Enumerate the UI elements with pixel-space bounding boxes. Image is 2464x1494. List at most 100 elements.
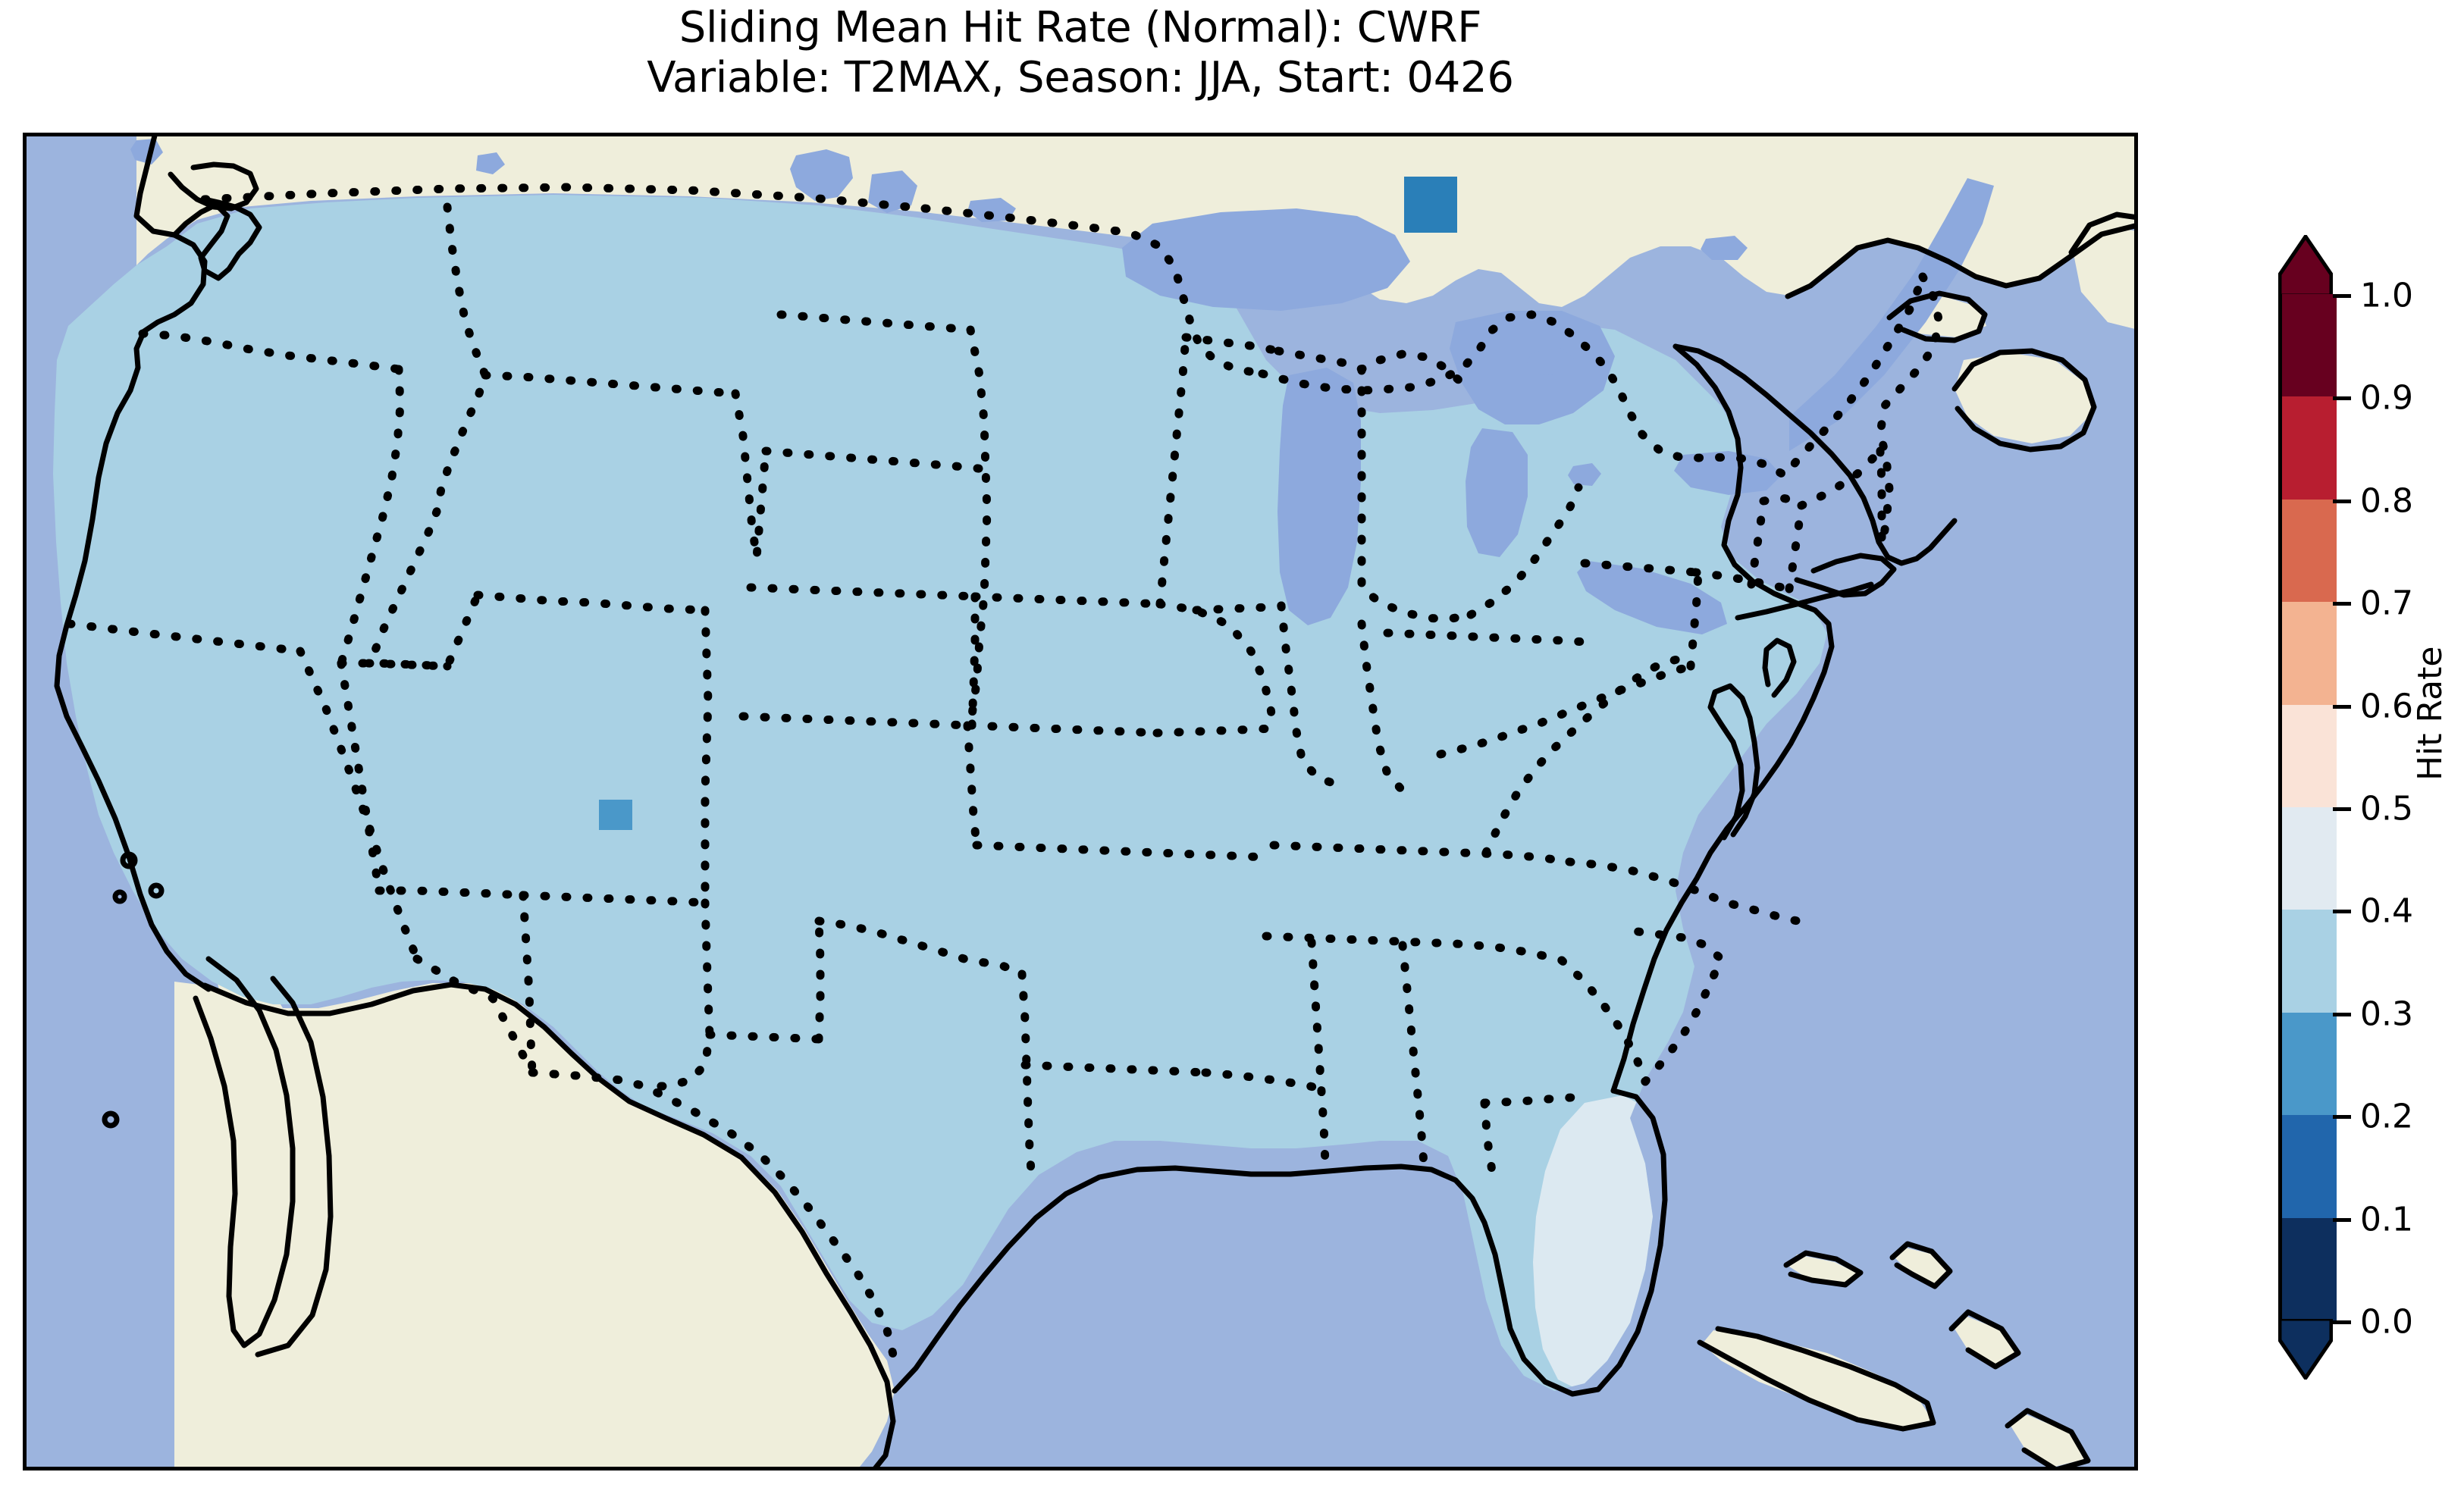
- border-ga-fl: [1480, 1092, 1589, 1107]
- coastline-bahamas-3: [1948, 1309, 2021, 1370]
- border-ky-tn: [1269, 841, 1574, 866]
- colorbar-tick-0.5: [2333, 807, 2351, 811]
- colorbar-tick-label-0.0: 0.0: [2360, 1302, 2413, 1342]
- colorbar-tick-label-0.2: 0.2: [2360, 1097, 2413, 1136]
- coastline-nova-scotia: [1951, 348, 2097, 453]
- border-mn-wi: [1155, 333, 1190, 609]
- border-la-ms: [1201, 1068, 1321, 1092]
- lake-small-5: [476, 152, 505, 174]
- border-ar-la: [1020, 1060, 1210, 1077]
- lake-small-3: [1568, 463, 1601, 486]
- title-line-1: Sliding Mean Hit Rate (Normal): CWRF: [679, 3, 1482, 52]
- island-guadalupe: [102, 1110, 120, 1129]
- coastline-vancouver-island: [168, 161, 259, 211]
- colorbar-tick-0.1: [2333, 1217, 2351, 1222]
- colorbar-segment-0.8-0.9: [2282, 396, 2337, 500]
- coastline-baja-west: [193, 956, 296, 1348]
- border-minnesota-canada: [920, 204, 1267, 378]
- colorbar-tick-0.0: [2333, 1320, 2351, 1324]
- border-vt-ny: [1747, 496, 1768, 589]
- newfoundland-edge: [2074, 224, 2134, 329]
- colorbar-over-arrow-shape: [2278, 235, 2333, 296]
- cuba-landmass: [1702, 1330, 1933, 1429]
- coastline-maine-canada-border-shore: [1672, 343, 1958, 566]
- colorbar-tick-0.2: [2333, 1115, 2351, 1120]
- lake-nipissing: [1527, 348, 1575, 375]
- colorbar-tick-0.8: [2333, 499, 2351, 503]
- coastline-cape-cod: [1794, 553, 1897, 598]
- coastline-atlantic-south: [1610, 343, 1835, 1094]
- colorbar-tick-0.4: [2333, 910, 2351, 914]
- border-nc-va: [1565, 857, 1809, 927]
- border-sd-ne: [761, 446, 990, 474]
- coastline-baja-east: [255, 976, 334, 1358]
- border-mo-ar: [972, 841, 1271, 862]
- coastline-west: [54, 136, 212, 992]
- border-mi-oh-detroit: [1466, 483, 1583, 619]
- colorbar-tick-label-0.5: 0.5: [2360, 789, 2413, 828]
- border-sc-nc: [1633, 927, 1726, 1086]
- colorbar-segment-0.9-1.0: [2282, 294, 2337, 397]
- border-us-canada-west: [200, 183, 929, 213]
- colorbar-segment-0.0-0.1: [2282, 1217, 2337, 1320]
- colorbar-tick-label-0.3: 0.3: [2360, 994, 2413, 1034]
- border-ne-ks: [746, 583, 980, 601]
- colorbar-tick-label-0.9: 0.9: [2360, 378, 2413, 418]
- colorbar-tick-label-0.8: 0.8: [2360, 481, 2413, 521]
- colorbar-tick-label-0.4: 0.4: [2360, 891, 2413, 931]
- bahamas-2: [1895, 1247, 1948, 1285]
- colorbar-gradient[interactable]: [2278, 294, 2337, 1320]
- colorbar-tick-0.7: [2333, 602, 2351, 606]
- data-cell-lake-michigan-0p25: [1404, 177, 1457, 233]
- lake-erie: [1577, 561, 1727, 634]
- colorbar-segment-0.1-0.2: [2282, 1115, 2337, 1218]
- colorbar-segment-0.6-0.7: [2282, 602, 2337, 705]
- colorbar-tick-label-1.0: 1.0: [2360, 276, 2413, 315]
- colorbar-segment-0.7-0.8: [2282, 499, 2337, 603]
- state-borders: [65, 183, 1944, 1365]
- colorbar-tick-1.0: [2333, 294, 2351, 298]
- border-great-lakes-canada: [1258, 272, 1927, 481]
- border-co-east: [701, 606, 713, 907]
- nova-scotia: [1955, 352, 2093, 443]
- border-wi-il: [1192, 601, 1286, 615]
- lake-superior: [1122, 208, 1410, 311]
- island-channel-2: [148, 882, 165, 899]
- data-cell-colorado-0p25: [599, 800, 632, 830]
- border-nh-maine: [1797, 446, 1885, 510]
- border-nm-tx: [640, 898, 714, 1091]
- border-ks-mo-vertical: [967, 592, 980, 730]
- border-nh-vt-ma: [1785, 501, 1806, 594]
- coastline-mexico-gulf-inner: [202, 982, 896, 1467]
- colorbar-axis-label: Hit Rate: [2411, 646, 2450, 781]
- border-tx-ok-panhandle: [705, 1030, 823, 1044]
- colorbar-segment-0.3-0.4: [2282, 910, 2337, 1013]
- coastline-hispaniola: [2005, 1408, 2091, 1467]
- border-wa-or: [138, 329, 403, 374]
- border-wy-co: [473, 590, 710, 615]
- coastline-long-island: [1735, 581, 1874, 621]
- colorbar[interactable]: 1.0 0.9 0.8 0.7 0.6 0.5 0.4 0.3 0.2 0.1 …: [2278, 235, 2413, 1380]
- colorbar-under-arrow-shape: [2278, 1319, 2333, 1380]
- colorbar-tick-0.3: [2333, 1012, 2351, 1016]
- border-ok-mo-ar: [963, 721, 981, 850]
- map-axes[interactable]: [23, 133, 2138, 1471]
- colorbar-segment-0.4-0.5: [2282, 807, 2337, 910]
- coastline-newfoundland: [2068, 211, 2134, 255]
- colorbar-segment-0.2-0.3: [2282, 1012, 2337, 1116]
- border-mi-lower-west: [1357, 365, 1475, 624]
- border-mi-up: [1274, 346, 1466, 387]
- border-mo-il-south: [1152, 724, 1278, 738]
- baja-peninsula: [212, 959, 326, 1357]
- canada-landmass: [136, 136, 2134, 307]
- lake-huron-bay: [1466, 428, 1528, 557]
- border-dakotas-mn-ia: [966, 325, 992, 730]
- page-title: Sliding Mean Hit Rate (Normal): CWRF Var…: [0, 3, 2161, 103]
- colorbar-tick-label-0.6: 0.6: [2360, 687, 2413, 726]
- border-il-in-ky: [1277, 601, 1346, 791]
- colorbar-tick-label-0.7: 0.7: [2360, 584, 2413, 623]
- coastline-delaware-bay: [1762, 637, 1797, 698]
- border-or-ca: [65, 619, 305, 656]
- lake-small-1: [967, 198, 1016, 222]
